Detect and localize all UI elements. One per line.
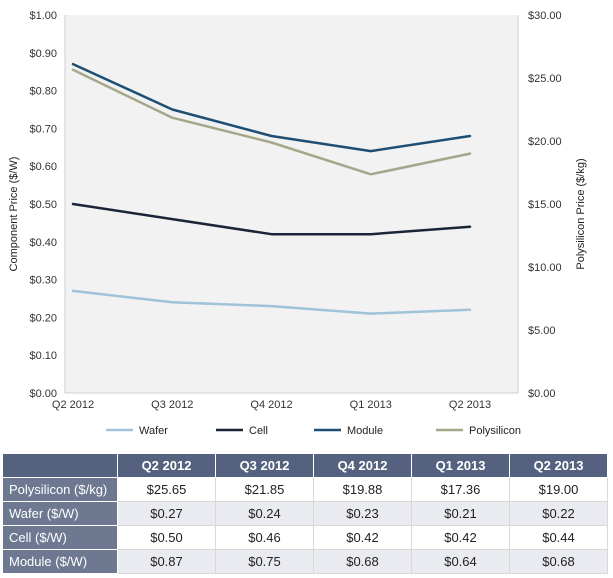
line-chart: $0.00 $0.10 $0.20 $0.30 $0.40 $0.50 $0.60 $0.70… xyxy=(8,10,587,437)
table-cell: $0.50 xyxy=(117,525,216,550)
legend-label-module: Module xyxy=(347,425,383,437)
y-axis-left-title: Component Price ($/W) xyxy=(8,157,20,272)
table-cell: $0.27 xyxy=(117,501,216,526)
table-column-header: Q1 2013 xyxy=(411,453,510,478)
y-left-tick-label: $0.40 xyxy=(29,237,57,249)
y-axis-right-title: Polysilicon Price ($/kg) xyxy=(575,158,587,269)
y-right-tick-label: $0.00 xyxy=(528,388,556,400)
table-cell: $0.44 xyxy=(509,525,608,550)
y-right-tick-label: $30.00 xyxy=(528,10,562,22)
y-left-tick-label: $1.00 xyxy=(29,10,57,22)
series-line-cell xyxy=(71,202,472,236)
y-right-tick-label: $5.00 xyxy=(528,325,556,337)
plot-background xyxy=(65,15,518,393)
table-cell: $0.21 xyxy=(411,501,510,526)
y-left-tick-label: $0.90 xyxy=(29,48,57,60)
y-left-tick-label: $0.70 xyxy=(29,123,57,135)
table-cell: $0.46 xyxy=(215,525,314,550)
table-cell: $19.88 xyxy=(313,477,412,502)
table-cell: $0.42 xyxy=(411,525,510,550)
legend-label-wafer: Wafer xyxy=(139,425,168,437)
legend-label-polysilicon: Polysilicon xyxy=(469,425,521,437)
table-cell: $0.68 xyxy=(509,549,608,574)
y-left-tick-label: $0.20 xyxy=(29,312,57,324)
row-label: Module ($/W) xyxy=(2,549,118,574)
table-cell: $0.68 xyxy=(313,549,412,574)
y-left-tick-label: $0.00 xyxy=(29,388,57,400)
x-tick-label: Q2 2013 xyxy=(449,399,491,411)
table-cell: $21.85 xyxy=(215,477,314,502)
legend-label-cell: Cell xyxy=(249,425,268,437)
series-line-module xyxy=(71,62,472,153)
table-column-header: Q4 2012 xyxy=(313,453,412,478)
x-tick-label: Q1 2013 xyxy=(350,399,392,411)
y-right-tick-label: $25.00 xyxy=(528,73,562,85)
table-column-header: Q3 2012 xyxy=(215,453,314,478)
series-line-wafer xyxy=(71,289,472,315)
table-row: Module ($/W) $0.87 $0.75 $0.68 $0.64 $0.… xyxy=(2,549,608,574)
row-label: Wafer ($/W) xyxy=(2,501,118,526)
y-left-tick-label: $0.10 xyxy=(29,350,57,362)
table-row: Polysilicon ($/kg) $25.65 $21.85 $19.88 … xyxy=(2,477,608,502)
row-label: Cell ($/W) xyxy=(2,525,118,550)
table-cell: $0.22 xyxy=(509,501,608,526)
table-row: Wafer ($/W) $0.27 $0.24 $0.23 $0.21 $0.2… xyxy=(2,501,608,526)
chart-area: $0.00 $0.10 $0.20 $0.30 $0.40 $0.50 $0.60 $0.70… xyxy=(8,10,587,437)
x-tick-label: Q3 2012 xyxy=(151,399,193,411)
y-left-tick-label: $0.60 xyxy=(29,161,57,173)
table-cell: $19.00 xyxy=(509,477,608,502)
table-column-header: Q2 2013 xyxy=(509,453,608,478)
series-line-polysilicon xyxy=(71,68,472,176)
table-cell: $0.75 xyxy=(215,549,314,574)
table-cell: $0.64 xyxy=(411,549,510,574)
table-cell: $0.87 xyxy=(117,549,216,574)
table-header-row: Q2 2012 Q3 2012 Q4 2012 Q1 2013 Q2 2013 xyxy=(2,453,608,478)
table-column-header: Q2 2012 xyxy=(117,453,216,478)
table-cell: $0.23 xyxy=(313,501,412,526)
y-right-tick-label: $10.00 xyxy=(528,262,562,274)
data-table: Q2 2012 Q3 2012 Q4 2012 Q1 2013 Q2 2013 … xyxy=(2,453,608,574)
table-cell: $0.24 xyxy=(215,501,314,526)
table-cell: $0.42 xyxy=(313,525,412,550)
table-cell: $25.65 xyxy=(117,477,216,502)
row-label: Polysilicon ($/kg) xyxy=(2,477,118,502)
table-corner xyxy=(2,453,118,478)
y-left-tick-label: $0.50 xyxy=(29,199,57,211)
y-left-tick-label: $0.80 xyxy=(29,86,57,98)
table-row: Cell ($/W) $0.50 $0.46 $0.42 $0.42 $0.44 xyxy=(2,525,608,550)
y-right-tick-label: $15.00 xyxy=(528,199,562,211)
table-cell: $17.36 xyxy=(411,477,510,502)
y-right-tick-label: $20.00 xyxy=(528,136,562,148)
y-left-tick-label: $0.30 xyxy=(29,275,57,287)
x-tick-label: Q4 2012 xyxy=(250,399,292,411)
x-tick-label: Q2 2012 xyxy=(52,399,94,411)
